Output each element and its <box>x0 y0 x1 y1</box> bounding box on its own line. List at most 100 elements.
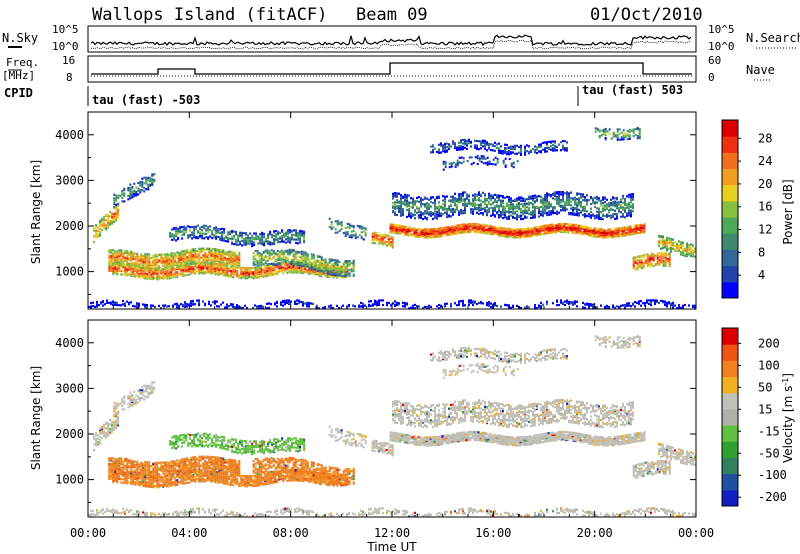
power-cell <box>421 232 424 235</box>
power-cell <box>497 232 500 235</box>
power-cell <box>510 200 512 203</box>
power-cell <box>561 229 564 232</box>
power-cell <box>507 229 510 232</box>
power-cell <box>621 234 624 238</box>
power-cell <box>140 255 143 258</box>
power-cell <box>442 162 445 166</box>
power-cell <box>566 196 568 200</box>
power-cell <box>524 215 526 218</box>
power-cell <box>617 235 620 238</box>
power-cell <box>290 265 293 268</box>
power-cell <box>411 232 414 235</box>
power-cell <box>175 230 178 233</box>
power-cell <box>173 227 176 230</box>
power-cell <box>112 260 115 263</box>
power-cell <box>496 143 498 146</box>
power-cell <box>598 215 600 218</box>
power-cell <box>95 224 98 227</box>
power-cell <box>618 138 621 141</box>
power-cell <box>201 225 204 228</box>
nsky-panel: N.Sky 10^5 10^0 10^5 10^0 N.Search <box>2 23 800 53</box>
power-cell <box>124 265 127 269</box>
power-cell <box>121 192 124 195</box>
power-cell <box>274 268 277 271</box>
power-cell <box>137 189 140 193</box>
power-cell <box>282 272 285 275</box>
power-cell <box>470 156 473 159</box>
power-cell <box>541 233 544 236</box>
power-cell <box>584 198 586 201</box>
power-cell <box>612 197 614 200</box>
power-cell <box>434 212 436 215</box>
power-cell <box>407 226 410 229</box>
power-cell <box>199 232 202 235</box>
power-cell <box>293 233 296 236</box>
power-cell <box>286 252 289 255</box>
power-cell <box>205 228 208 231</box>
power-cell <box>490 214 492 217</box>
power-cell <box>504 147 506 150</box>
power-cell <box>432 144 434 147</box>
power-cell <box>486 209 488 212</box>
power-cell <box>486 199 488 202</box>
power-cell <box>459 223 462 226</box>
power-cell <box>114 270 117 273</box>
power-cell <box>93 235 96 238</box>
power-cell <box>324 264 327 267</box>
power-cell <box>346 263 349 266</box>
power-cell <box>162 273 165 276</box>
power-cell <box>614 209 616 212</box>
power-cell <box>207 237 210 240</box>
power-cell <box>446 149 448 152</box>
power-cell <box>491 228 494 231</box>
power-cell <box>312 253 315 256</box>
power-cell <box>277 230 280 234</box>
power-cell <box>175 239 178 242</box>
power-cell <box>169 234 172 237</box>
power-cell <box>272 262 275 265</box>
power-cell <box>622 137 625 140</box>
power-cell <box>152 261 155 264</box>
power-cell <box>410 215 412 218</box>
power-cell <box>640 259 643 262</box>
power-cell <box>557 223 560 226</box>
power-cell <box>632 210 634 213</box>
power-cell <box>178 265 181 268</box>
power-cell <box>576 214 578 217</box>
power-cell <box>590 210 592 214</box>
power-cell <box>539 231 542 234</box>
power-cell <box>446 210 448 213</box>
power-cell <box>466 139 468 142</box>
power-cell <box>494 200 496 203</box>
power-cell <box>520 207 522 210</box>
power-cell <box>545 224 548 227</box>
power-cell <box>128 267 131 270</box>
power-cell <box>276 271 279 274</box>
power-cell <box>220 268 223 271</box>
power-cell <box>518 151 520 154</box>
power-cell <box>508 208 510 211</box>
power-cell <box>371 232 374 235</box>
power-cell <box>484 142 486 145</box>
power-cell <box>595 233 598 236</box>
power-cell <box>440 214 442 217</box>
power-cell <box>105 227 108 230</box>
power-cell <box>534 150 536 153</box>
power-cell <box>486 156 489 159</box>
power-cell <box>608 214 610 217</box>
power-cell <box>578 197 580 200</box>
power-cell <box>342 270 345 273</box>
power-cell <box>277 232 280 235</box>
power-cell <box>627 225 630 228</box>
power-cell <box>467 225 470 228</box>
power-cell <box>460 148 462 151</box>
power-cell <box>551 231 554 234</box>
power-cell <box>482 156 485 159</box>
power-cell <box>494 214 496 217</box>
power-cell <box>519 228 522 231</box>
power-cell <box>201 237 204 240</box>
power-cell <box>432 148 434 152</box>
power-cell <box>113 206 116 209</box>
power-cell <box>525 227 528 230</box>
power-cell <box>175 234 178 237</box>
